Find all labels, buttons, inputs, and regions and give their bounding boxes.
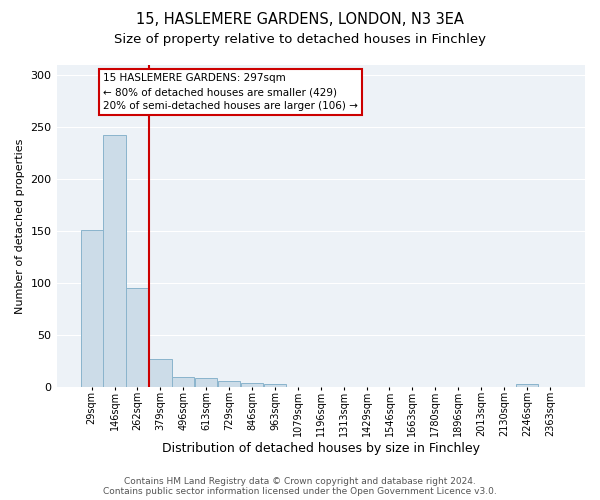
Text: 15 HASLEMERE GARDENS: 297sqm
← 80% of detached houses are smaller (429)
20% of s: 15 HASLEMERE GARDENS: 297sqm ← 80% of de…: [103, 74, 358, 112]
Bar: [149, 359, 172, 387]
Y-axis label: Number of detached properties: Number of detached properties: [15, 138, 25, 314]
Text: 15, HASLEMERE GARDENS, LONDON, N3 3EA: 15, HASLEMERE GARDENS, LONDON, N3 3EA: [136, 12, 464, 28]
Text: Contains public sector information licensed under the Open Government Licence v3: Contains public sector information licen…: [103, 487, 497, 496]
Bar: [516, 384, 538, 387]
Bar: [264, 384, 286, 387]
Bar: [218, 380, 240, 387]
Bar: [241, 382, 263, 387]
Text: Contains HM Land Registry data © Crown copyright and database right 2024.: Contains HM Land Registry data © Crown c…: [124, 477, 476, 486]
Bar: [127, 288, 149, 387]
Bar: [103, 134, 125, 387]
Bar: [195, 378, 217, 387]
Bar: [80, 230, 103, 387]
Text: Size of property relative to detached houses in Finchley: Size of property relative to detached ho…: [114, 32, 486, 46]
Bar: [172, 378, 194, 387]
X-axis label: Distribution of detached houses by size in Finchley: Distribution of detached houses by size …: [162, 442, 480, 455]
